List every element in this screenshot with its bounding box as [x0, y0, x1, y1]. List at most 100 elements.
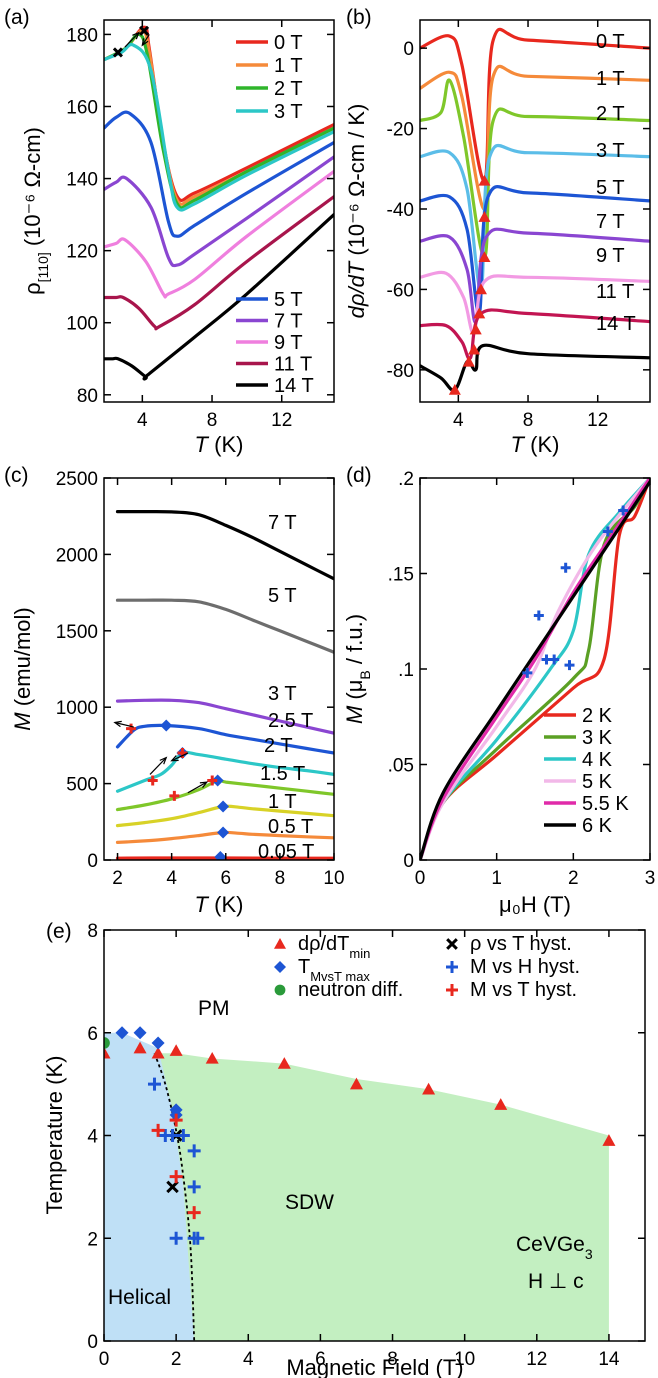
series-line-5K	[420, 478, 650, 860]
axes-frame	[103, 477, 335, 861]
panel-label: (e)	[46, 920, 72, 943]
material-label: CeVGe3	[516, 1233, 593, 1262]
point-triangle	[205, 1051, 219, 1064]
legend-marker	[446, 938, 458, 950]
point-plus	[176, 1129, 190, 1142]
legend-label: 7 T	[274, 311, 303, 333]
plot-area	[420, 27, 650, 395]
region-label-pm: PM	[198, 997, 230, 1020]
plot-area	[104, 1026, 616, 1341]
series-line-5T	[420, 185, 650, 316]
y-axis-label-part: B	[357, 670, 373, 679]
series-label: 2.5 T	[268, 710, 313, 732]
series-line-6K	[420, 480, 650, 860]
point-plus	[169, 1113, 183, 1127]
min-marker	[478, 174, 491, 186]
hysteresis-marker	[112, 47, 123, 58]
y-axis-label: dρ/dT (10⁻⁶ Ω-cm / K)	[344, 104, 369, 319]
y-tick-label: 0	[403, 39, 414, 60]
y-axis-label: M (μB / f.u.)	[342, 614, 373, 724]
x-tick-label: 6	[315, 1349, 326, 1370]
series-label: 0.5 T	[268, 816, 313, 838]
legend-label: 3 K	[582, 727, 613, 749]
hysteresis-arrow	[124, 32, 140, 48]
axes-frame	[103, 19, 335, 403]
y-tick-label: 1000	[56, 698, 98, 719]
point-plus	[187, 1206, 201, 1220]
legend-label: 3 T	[274, 101, 303, 123]
x-axis-label-part: (K)	[214, 432, 243, 457]
legend-marker	[274, 984, 286, 996]
material-label-part: CeVGe	[516, 1233, 585, 1256]
phase-boundary-dashed	[153, 1053, 196, 1341]
series-line-3T	[115, 698, 334, 735]
point-triangle	[277, 1057, 291, 1069]
point-triangle	[133, 1041, 147, 1054]
series-line-14T	[104, 213, 334, 381]
series-line-1T	[115, 804, 334, 828]
hyst-marker	[618, 505, 629, 516]
series-label: 5 T	[268, 585, 297, 607]
y-tick-label: 6	[87, 1024, 98, 1045]
y-tick-label: 500	[66, 775, 98, 796]
series-line-7T	[115, 510, 334, 581]
legend-label: 2 T	[274, 78, 303, 100]
y-tick-label: 2000	[56, 545, 98, 566]
legend-marker	[274, 938, 286, 949]
series-label: 14 T	[596, 313, 636, 335]
y-tick-label: .15	[388, 565, 414, 586]
x-axis-label: Magnetic Field (T)	[286, 1355, 463, 1378]
hyst-marker	[147, 775, 158, 786]
hysteresis-arrow-head	[141, 38, 149, 47]
point-triangle	[104, 1046, 111, 1059]
series-label: 3 T	[596, 140, 625, 162]
series-line-2.5T	[115, 723, 334, 755]
max-marker	[160, 719, 173, 732]
x-tick-label: 12	[271, 410, 292, 431]
x-axis-label-part: T	[195, 892, 210, 917]
min-marker	[462, 355, 475, 367]
x-tick-label: 4	[243, 1349, 254, 1370]
legend-label-part: M vs H hyst.	[470, 956, 580, 978]
max-marker	[217, 800, 230, 813]
max-marker	[214, 850, 227, 860]
point-triangle	[349, 1077, 363, 1090]
series-line-5T	[104, 110, 334, 238]
series-line-11T	[420, 308, 650, 361]
series-label: 1 T	[268, 791, 297, 813]
min-marker	[448, 383, 461, 395]
x-tick-label: 6	[220, 868, 231, 889]
x-tick-label: 12	[587, 410, 608, 431]
series-label: 2 T	[596, 103, 625, 125]
y-tick-label: -40	[387, 200, 414, 221]
x-tick-label: 2	[112, 868, 123, 889]
y-axis-label-part: M	[10, 712, 35, 731]
panel-a: 4 8 12 80 100 120 140 160 180 0 T1 T2 T3 T 5 T7 T9…	[4, 6, 335, 457]
panel-c: 2 4 6 8 10 0 500 1000 1500 2000 2500 7 T 5 T 3 T 2.5 T…	[4, 464, 345, 917]
legend-label: 5 T	[274, 289, 303, 311]
min-marker	[478, 211, 491, 222]
legend-label: M vs T hyst.	[470, 979, 577, 1001]
hyst-marker	[560, 562, 571, 573]
legend-label: 5 K	[582, 771, 613, 793]
x-tick-label: 8	[523, 410, 534, 431]
y-tick-label: 80	[77, 386, 98, 407]
max-marker	[211, 774, 224, 787]
hysteresis-arrow-head	[199, 781, 209, 788]
hysteresis-arrow	[114, 721, 134, 728]
y-tick-label: 120	[66, 242, 98, 263]
legend-label: 2 K	[582, 705, 613, 727]
series-line-2T	[115, 750, 334, 793]
hyst-marker	[177, 748, 188, 759]
series-label: 0.05 T	[258, 841, 314, 863]
max-marker	[217, 826, 230, 839]
x-tick-label: 2	[171, 1349, 182, 1370]
series-line-2T	[104, 32, 334, 210]
series-line-3T	[104, 42, 334, 212]
hysteresis-arrow-head	[170, 755, 179, 762]
y-tick-label: -80	[387, 361, 414, 382]
y-axis-label: ρ[110] (10⁻⁶ Ω-cm)	[20, 127, 51, 295]
y-axis-label-part: [110]	[35, 252, 51, 282]
series-line-7T	[420, 227, 650, 324]
